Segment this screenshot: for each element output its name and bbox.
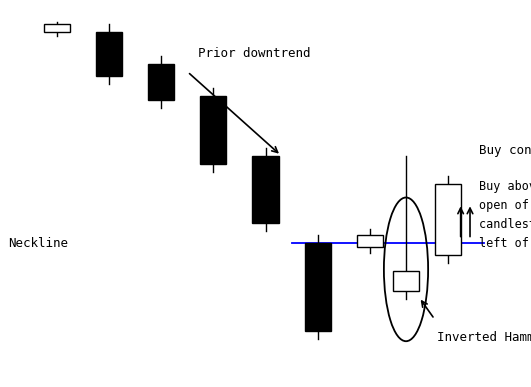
Bar xyxy=(148,64,174,100)
Bar xyxy=(97,32,122,76)
Bar xyxy=(201,96,227,164)
Text: Buy above the
open of the
candlestick on the
left of the inverted: Buy above the open of the candlestick on… xyxy=(479,180,531,250)
Bar xyxy=(305,243,330,331)
Text: Prior downtrend: Prior downtrend xyxy=(198,47,310,60)
Bar xyxy=(253,156,278,223)
Text: Buy confirmation:: Buy confirmation: xyxy=(479,144,531,157)
Bar xyxy=(45,24,70,32)
Bar xyxy=(393,271,419,291)
Bar xyxy=(434,183,461,255)
Text: Neckline: Neckline xyxy=(8,237,68,250)
Text: Inverted Hammer: Inverted Hammer xyxy=(437,331,531,344)
Bar xyxy=(357,235,382,247)
